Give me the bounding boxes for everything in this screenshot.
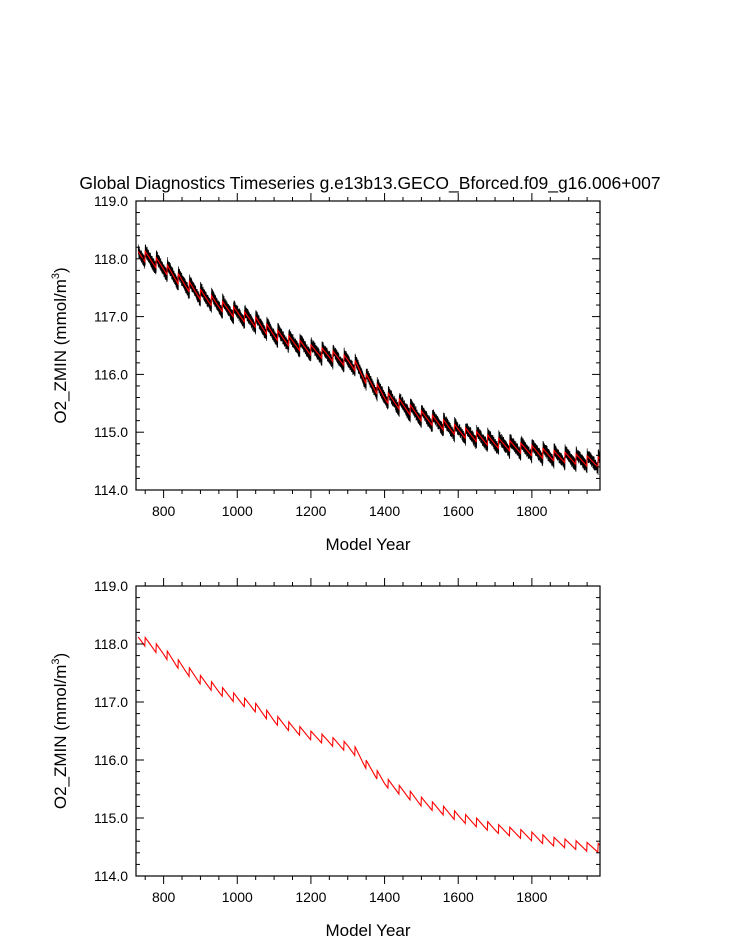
x-tick-label: 1800: [516, 503, 547, 519]
plot-frame: [135, 585, 601, 877]
y-axis-label-sup: 3: [50, 659, 62, 665]
x-tick-label: 800: [152, 503, 176, 519]
chart-panel-top: 114.0 115.0 116.0 117.0 118.0 119.0 800 1000 120…: [50, 193, 601, 554]
y-tick-label: 117.0: [94, 309, 128, 325]
x-tick-label: 1400: [369, 889, 400, 905]
y-tick-label: 119.0: [94, 193, 128, 209]
series-line-annual: [137, 249, 600, 469]
x-tick-label: 1600: [443, 889, 474, 905]
y-tick-label: 115.0: [94, 810, 128, 826]
y-tick-label: 116.0: [94, 752, 128, 768]
y-tick-label: 115.0: [94, 424, 128, 440]
y-axis-label-main: O2_ZMIN (mmol/m: [51, 279, 70, 424]
series-line-annual: [137, 636, 600, 854]
series-line-monthly: [137, 244, 600, 475]
x-tick-label: 1800: [516, 889, 547, 905]
y-axis-label-sup: 3: [50, 273, 62, 279]
y-axis-label-close: ): [51, 653, 70, 659]
x-tick-label: 800: [152, 889, 176, 905]
x-axis-label: Model Year: [325, 921, 410, 940]
y-axis-label-main: O2_ZMIN (mmol/m: [51, 665, 70, 810]
y-tick-label: 118.0: [94, 251, 128, 267]
y-axis-label: O2_ZMIN (mmol/m3): [50, 653, 70, 809]
y-tick-label: 116.0: [94, 366, 128, 382]
y-tick-label: 119.0: [94, 578, 128, 594]
x-tick-label: 1400: [369, 503, 400, 519]
x-axis-label: Model Year: [325, 535, 410, 554]
y-axis-label-close: ): [51, 267, 70, 273]
chart-title: Global Diagnostics Timeseries g.e13b13.G…: [79, 173, 660, 194]
chart-panel-bottom: 114.0 115.0 116.0 117.0 118.0 119.0 800 1000 120…: [50, 578, 601, 940]
x-tick-label: 1200: [295, 889, 326, 905]
x-tick-label: 1000: [222, 889, 253, 905]
y-tick-label: 118.0: [94, 636, 128, 652]
y-axis-label: O2_ZMIN (mmol/m3): [50, 267, 70, 423]
x-tick-label: 1600: [443, 503, 474, 519]
x-tick-label: 1000: [222, 503, 253, 519]
plot-frame: [135, 200, 601, 491]
y-tick-label: 114.0: [94, 482, 128, 498]
y-tick-label: 117.0: [94, 694, 128, 710]
x-tick-label: 1200: [295, 503, 326, 519]
y-tick-label: 114.0: [94, 868, 128, 884]
